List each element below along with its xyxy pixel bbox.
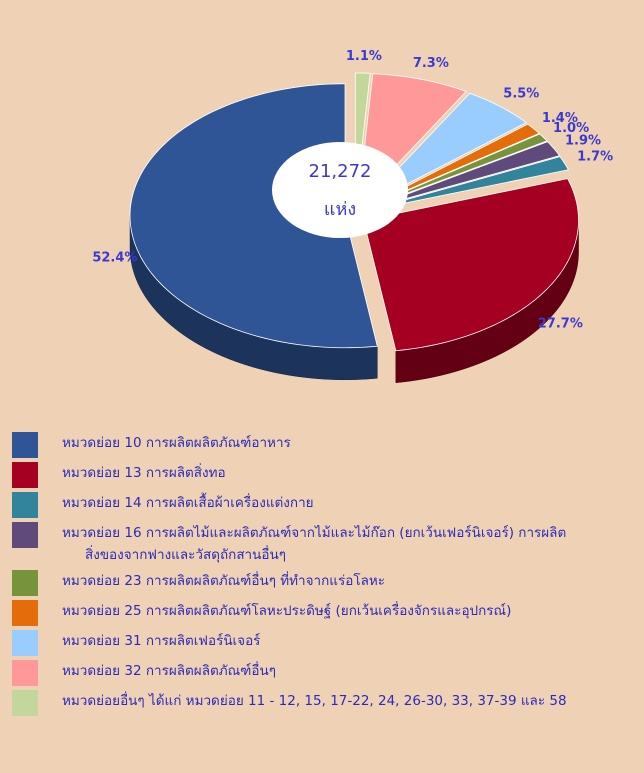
data-label: 52.4%: [92, 251, 137, 266]
legend-label: หมวดย่อย 14 การผลิตเสื้อผ้าเครื่องแต่งกา…: [62, 495, 314, 511]
legend-item: หมวดย่อย 14 การผลิตเสื้อผ้าเครื่องแต่งกา…: [12, 492, 612, 518]
data-label: 1.7%: [577, 150, 613, 165]
center-label: 21,272: [309, 161, 372, 182]
legend: หมวดย่อย 10 การผลิตผลิตภัณฑ์อาหารหมวดย่อ…: [12, 432, 612, 720]
slice: [363, 133, 548, 210]
legend-label: หมวดย่อย 16 การผลิตไม้และผลิตภัณฑ์จากไม้…: [62, 525, 567, 563]
legend-swatch: [12, 660, 38, 686]
data-label: 7.3%: [413, 56, 449, 71]
legend-label: หมวดย่อย 10 การผลิตผลิตภัณฑ์อาหาร: [62, 435, 291, 451]
slice: [363, 141, 561, 211]
slice: [363, 178, 579, 352]
legend-swatch: [12, 630, 38, 656]
labels: 52.4% 27.7% 1.7% 1.9%1.0%1.4%5.5% 7.3% 1.1%: [92, 49, 613, 332]
legend-label: หมวดย่อยอื่นๆ ได้แก่ หมวดย่อย 11 - 12, 1…: [62, 693, 567, 709]
legend-item: หมวดย่อย 32 การผลิตผลิตภัณฑ์อื่นๆ: [12, 660, 612, 686]
data-label: 1.9%: [565, 133, 601, 148]
data-label: 5.5%: [503, 86, 539, 101]
data-label: 1.4%: [542, 111, 578, 126]
chart: 52.4% 27.7% 1.7% 1.9%1.0%1.4%5.5% 7.3% 1.1% 21…: [92, 49, 613, 384]
legend-label: หมวดย่อย 13 การผลิตสิ่งทอ: [62, 465, 226, 481]
legend-item: หมวดย่อย 13 การผลิตสิ่งทอ: [12, 462, 612, 488]
legend-item: หมวดย่อย 10 การผลิตผลิตภัณฑ์อาหาร: [12, 432, 612, 458]
legend-item: หมวดย่อย 23 การผลิตผลิตภัณฑ์อื่นๆ ที่ทำจ…: [12, 570, 612, 596]
center-disc: [272, 142, 408, 238]
center-unit: แห่ง: [324, 199, 356, 220]
legend-item: หมวดย่อย 25 การผลิตผลิตภัณฑ์โลหะประดิษฐ์…: [12, 600, 612, 626]
legend-swatch: [12, 690, 38, 716]
data-label: 27.7%: [538, 317, 583, 332]
legend-label: หมวดย่อย 25 การผลิตผลิตภัณฑ์โลหะประดิษฐ์…: [62, 603, 512, 619]
legend-item: หมวดย่อยอื่นๆ ได้แก่ หมวดย่อย 11 - 12, 1…: [12, 690, 612, 716]
legend-swatch: [12, 522, 38, 548]
legend-swatch: [12, 570, 38, 596]
legend-swatch: [12, 432, 38, 458]
legend-label: หมวดย่อย 32 การผลิตผลิตภัณฑ์อื่นๆ: [62, 663, 276, 679]
legend-label: หมวดย่อย 31 การผลิตเฟอร์นิเจอร์: [62, 633, 261, 649]
slice: [364, 156, 569, 212]
legend-swatch: [12, 600, 38, 626]
legend-item: หมวดย่อย 31 การผลิตเฟอร์นิเจอร์: [12, 630, 612, 656]
legend-label: หมวดย่อย 23 การผลิตผลิตภัณฑ์อื่นๆ ที่ทำจ…: [62, 573, 386, 589]
data-label: 1.0%: [553, 121, 589, 136]
legend-item: หมวดย่อย 16 การผลิตไม้และผลิตภัณฑ์จากไม้…: [12, 522, 612, 566]
legend-swatch: [12, 462, 38, 488]
legend-swatch: [12, 492, 38, 518]
data-label: 1.1%: [346, 49, 382, 64]
